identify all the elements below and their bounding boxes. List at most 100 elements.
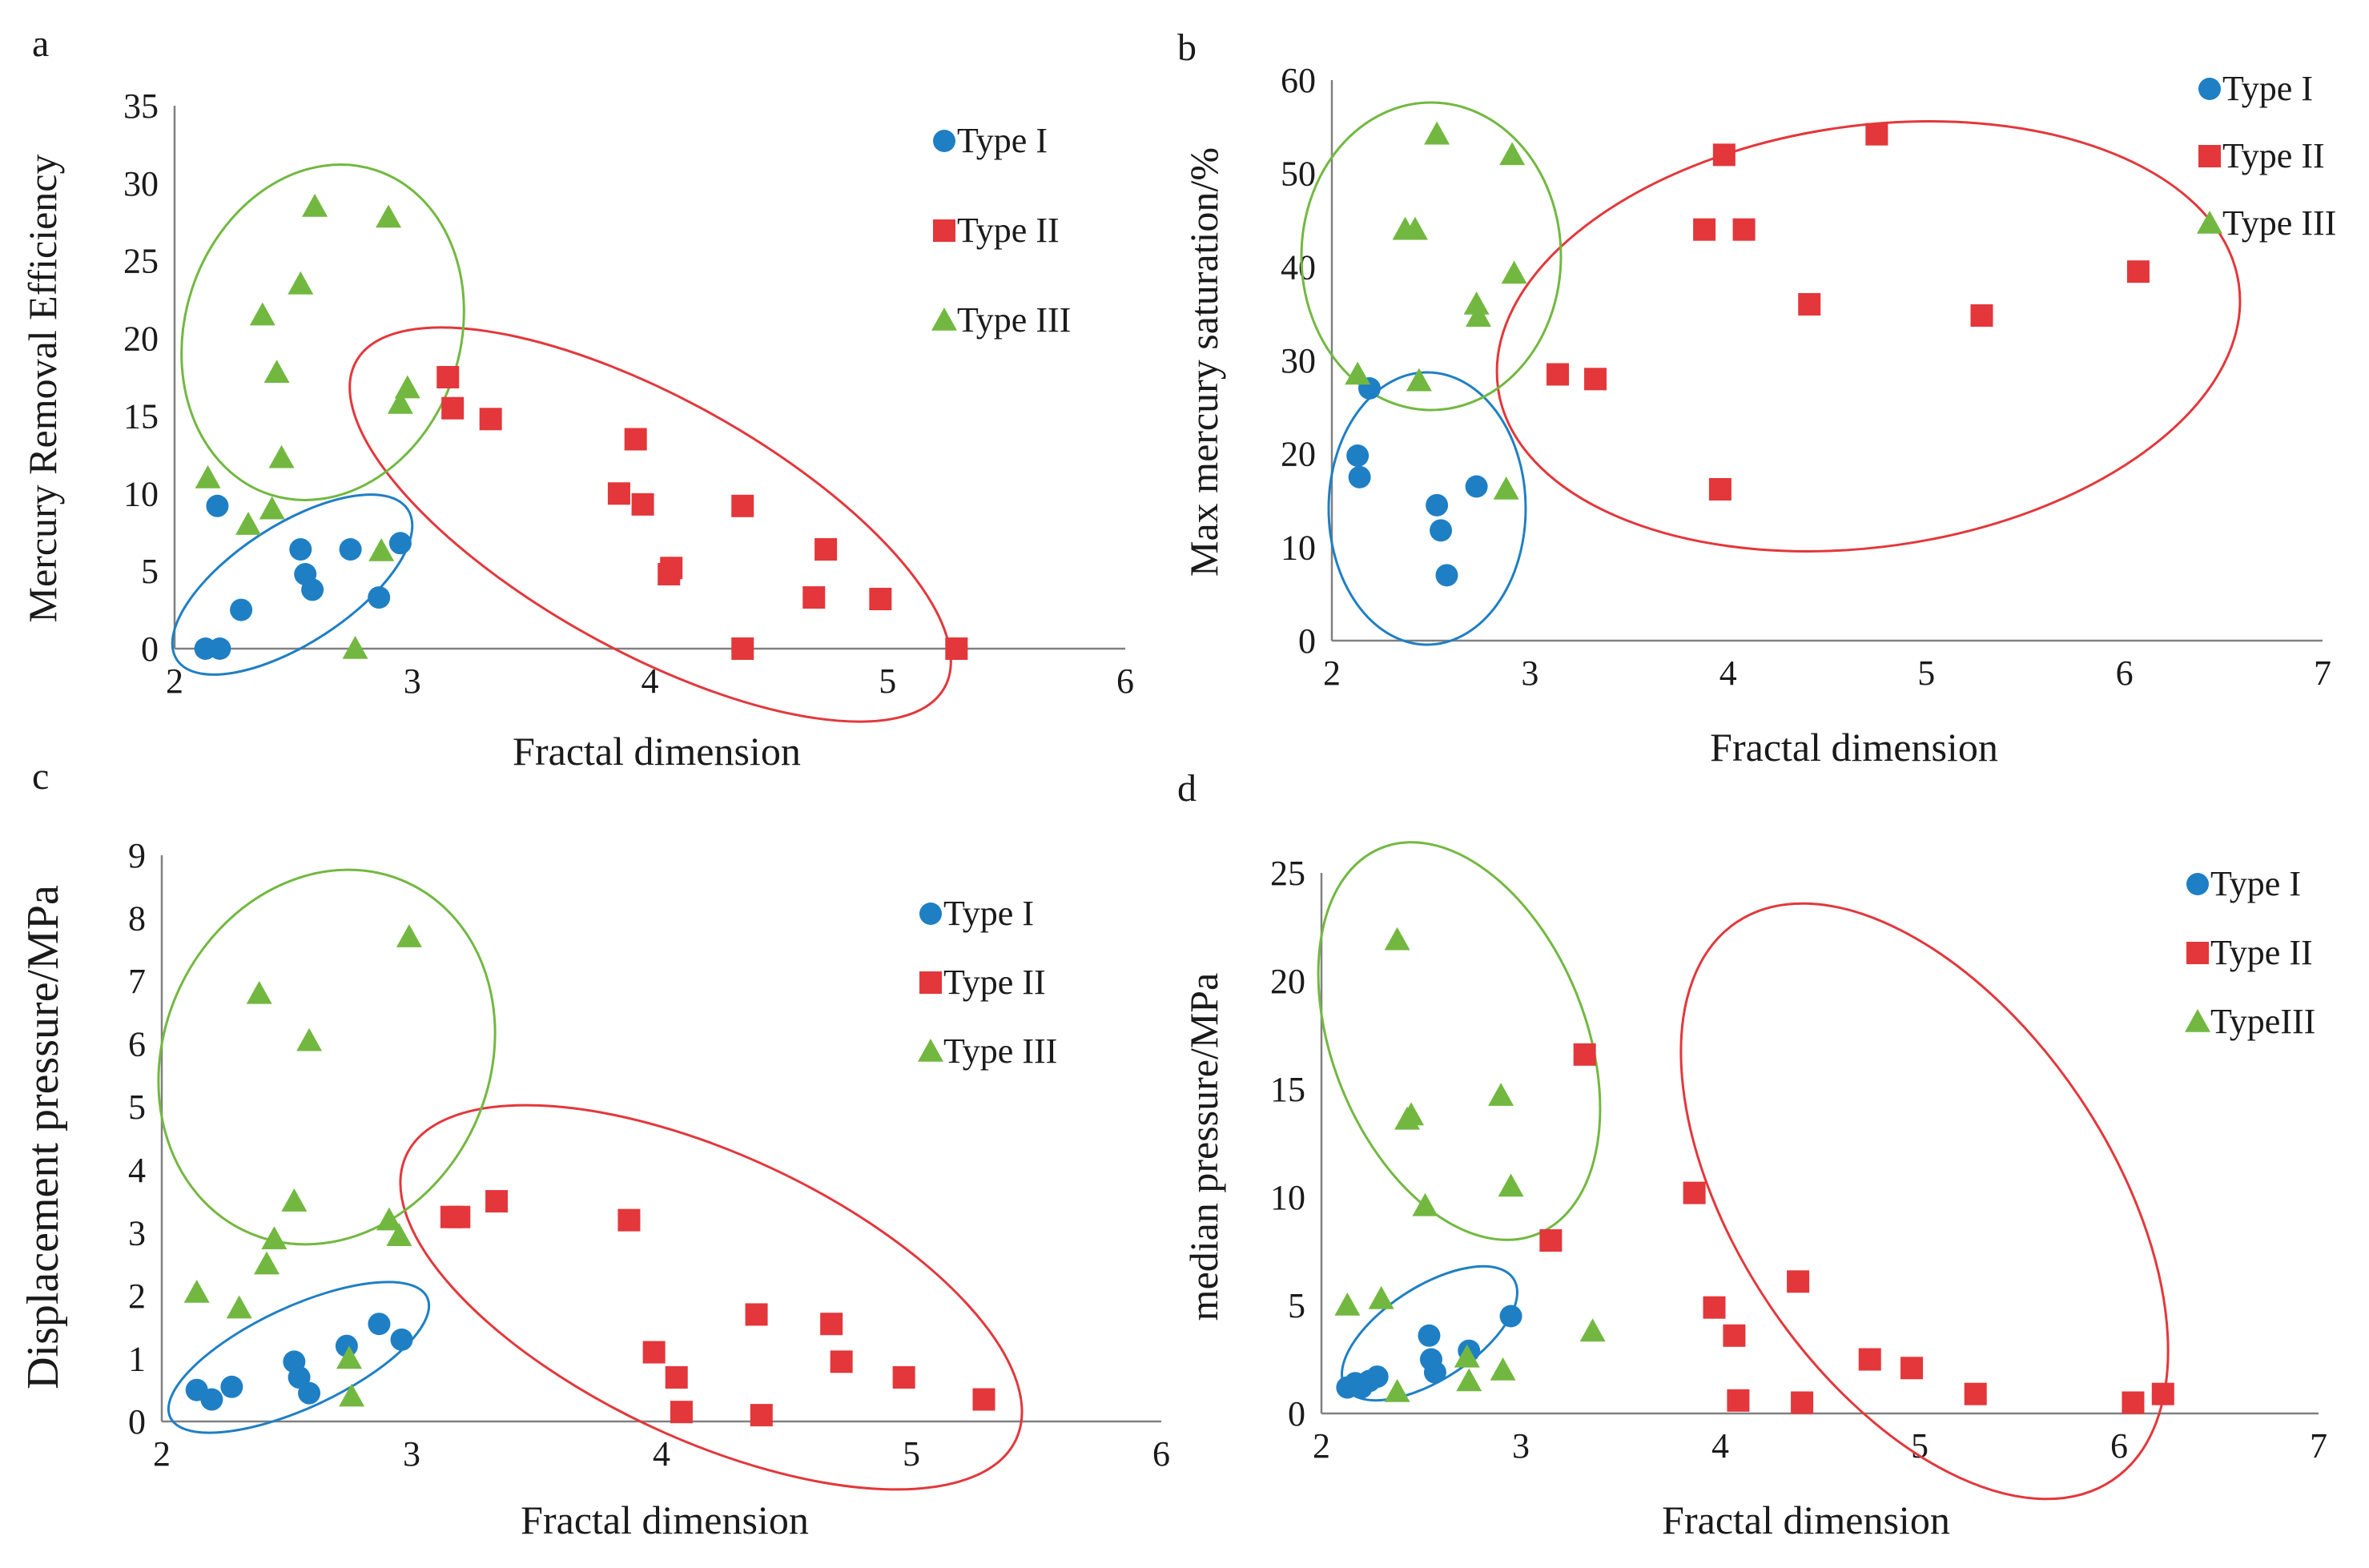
legend-label: Type II — [2222, 136, 2325, 175]
legend-marker-square — [2198, 145, 2221, 167]
data-point-circle — [208, 637, 231, 660]
data-point-square — [607, 482, 630, 505]
y-tick-label: 30 — [1281, 341, 1316, 380]
x-tick-label: 4 — [1711, 1426, 1729, 1465]
data-point-triangle — [339, 1383, 365, 1407]
y-tick-label: 20 — [123, 320, 159, 359]
legend-label: Type III — [943, 1031, 1057, 1071]
y-axis-label: Max mercury saturation/% — [1181, 147, 1226, 577]
data-point-square — [665, 1366, 688, 1389]
y-tick-label: 5 — [141, 552, 159, 591]
data-point-triangle — [235, 512, 261, 535]
data-point-circle — [289, 538, 312, 561]
data-point-square — [642, 1341, 666, 1364]
cluster-ellipse-type3 — [1317, 841, 1602, 1241]
data-point-square — [830, 1350, 853, 1373]
y-tick-label: 9 — [128, 836, 146, 875]
y-tick-label: 30 — [123, 164, 159, 203]
panel-label: d — [1177, 767, 1197, 810]
x-tick-label: 5 — [903, 1434, 920, 1474]
cluster-ellipse-type2 — [1679, 902, 2170, 1501]
data-point-triangle — [396, 924, 422, 947]
legend: Type I Type II Type III — [918, 894, 1057, 1071]
y-tick-label: 5 — [1288, 1286, 1305, 1325]
legend-marker-triangle — [931, 308, 957, 331]
data-point-square — [436, 366, 460, 388]
data-point-circle — [301, 578, 324, 601]
data-point-square — [731, 494, 754, 517]
y-tick-label: 3 — [128, 1213, 146, 1252]
data-point-triangle — [226, 1295, 252, 1319]
data-point-square — [814, 538, 838, 561]
y-axis-label: Mercury Removal Efficiency — [20, 155, 65, 623]
data-point-triangle — [1384, 1379, 1410, 1402]
series-type3 — [1345, 121, 1527, 500]
data-point-triangle — [183, 1279, 210, 1303]
data-point-triangle — [1466, 304, 1492, 327]
y-tick-label: 4 — [128, 1151, 146, 1190]
y-tick-label: 20 — [1281, 435, 1316, 474]
data-point-triangle — [1384, 927, 1410, 951]
data-point-square — [485, 1190, 509, 1213]
x-axis-label: Fractal dimension — [1662, 1498, 1950, 1542]
data-point-square — [660, 557, 683, 580]
data-point-square — [2122, 1391, 2145, 1414]
y-tick-label: 2 — [128, 1277, 146, 1316]
series-type1 — [185, 1313, 413, 1411]
legend-marker-circle — [2198, 78, 2221, 100]
data-point-triangle — [281, 1188, 308, 1212]
legend-label: Type II — [943, 963, 1046, 1002]
legend-label: TypeIII — [2210, 1002, 2315, 1041]
data-point-triangle — [1579, 1318, 1606, 1342]
data-point-triangle — [342, 636, 368, 659]
data-point-triangle — [268, 444, 295, 468]
data-point-square — [1798, 293, 1821, 316]
panel-label: b — [1177, 26, 1197, 69]
data-point-circle — [1465, 475, 1488, 498]
data-point-triangle — [195, 464, 221, 488]
y-tick-label: 40 — [1281, 247, 1316, 287]
data-point-circle — [1346, 444, 1370, 467]
x-tick-label: 3 — [403, 1434, 420, 1474]
data-point-square — [479, 408, 502, 431]
legend-label: Type III — [957, 300, 1071, 340]
y-tick-label: 20 — [1270, 962, 1305, 1001]
x-tick-label: 6 — [2110, 1426, 2128, 1465]
data-point-circle — [339, 538, 362, 561]
data-point-square — [1970, 304, 1993, 327]
x-tick-label: 4 — [653, 1434, 670, 1474]
data-point-triangle — [387, 390, 413, 414]
legend-label: Type I — [2222, 69, 2313, 108]
data-point-circle — [220, 1375, 243, 1398]
data-point-circle — [390, 1328, 413, 1351]
data-point-square — [1865, 123, 1888, 146]
y-tick-label: 0 — [141, 629, 159, 669]
data-point-circle — [1418, 1324, 1441, 1347]
data-point-triangle — [1501, 260, 1527, 284]
data-point-square — [1703, 1296, 1726, 1319]
legend-label: Type I — [957, 121, 1048, 160]
data-point-circle — [1435, 564, 1458, 587]
y-tick-label: 1 — [128, 1339, 146, 1378]
chart-panel-b: 2 3 4 5 6 7 0 10 20 30 40 50 60 b Fractal dimension Max… — [1177, 26, 2336, 770]
data-point-triangle — [1498, 1173, 1524, 1197]
data-point-triangle — [1368, 1285, 1394, 1309]
cluster-ellipse-type2 — [399, 1104, 1024, 1491]
data-point-triangle — [1454, 1344, 1480, 1368]
data-point-triangle — [296, 1027, 323, 1051]
x-tick-label: 6 — [2116, 653, 2134, 693]
data-point-triangle — [288, 271, 314, 295]
x-axis-label: Fractal dimension — [521, 1498, 809, 1542]
data-point-square — [820, 1313, 843, 1336]
cluster-ellipse-type3 — [157, 868, 497, 1246]
y-tick-label: 0 — [1298, 621, 1316, 661]
data-point-square — [972, 1388, 995, 1411]
legend-marker-square — [933, 219, 955, 242]
data-point-square — [670, 1401, 693, 1424]
legend-label: Type II — [2210, 933, 2313, 972]
data-point-square — [1727, 1389, 1750, 1412]
data-point-circle — [1430, 519, 1453, 542]
data-point-square — [731, 637, 754, 660]
